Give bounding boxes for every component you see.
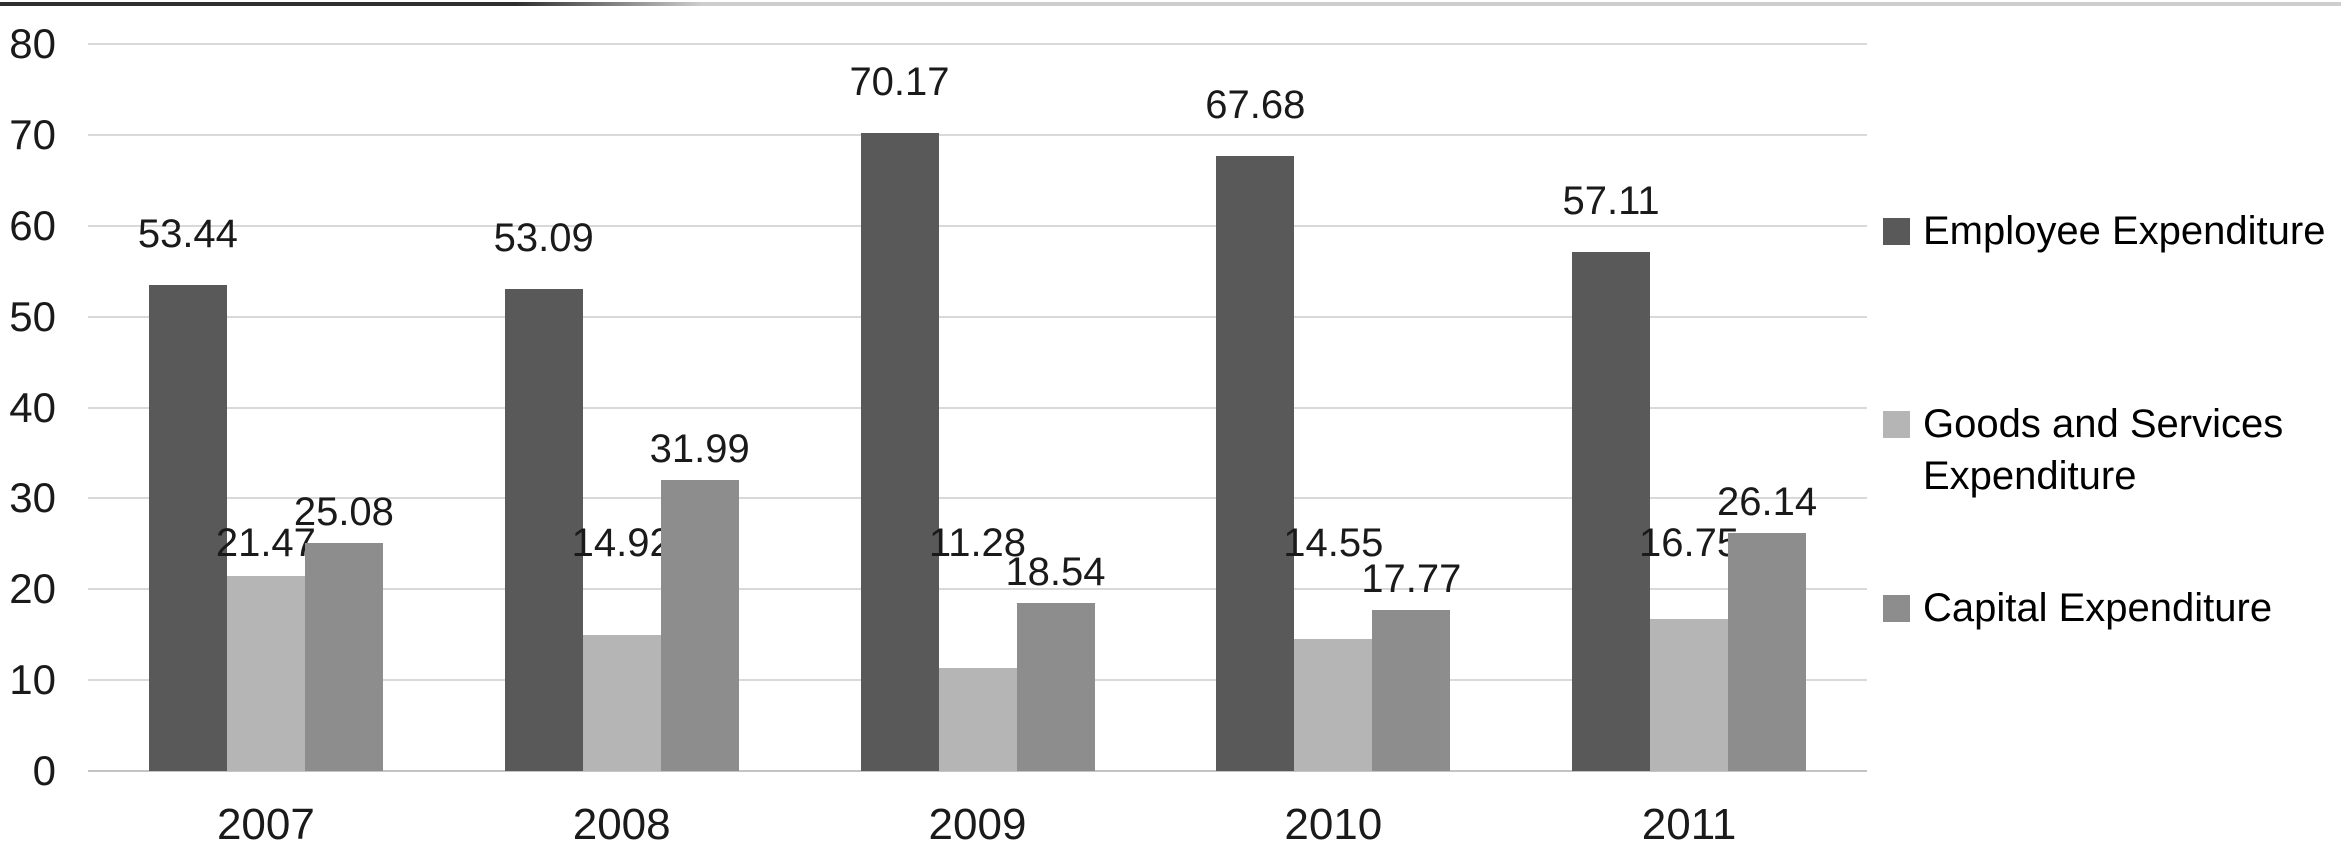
- y-tick-label-0: 0: [32, 747, 56, 794]
- data-label-goods-services-2010: 14.55: [1283, 521, 1384, 565]
- x-axis-line: [88, 770, 1867, 772]
- data-label-employee-2009: 70.17: [849, 60, 950, 105]
- data-label-employee-2010: 67.68: [1205, 82, 1306, 127]
- y-tick-label-60: 60: [9, 201, 56, 249]
- bar-capital-2010: [1372, 609, 1451, 771]
- data-label-employee-2007: 53.44: [137, 212, 238, 257]
- data-label-capital-2008: 31.99: [649, 427, 750, 472]
- data-label-employee-2011: 57.11: [1562, 179, 1660, 223]
- bar-capital-2008: [660, 480, 739, 771]
- legend-label-capital: Capital Expenditure: [1923, 586, 2273, 630]
- bar-employee-2011: [1572, 252, 1651, 771]
- data-label-capital-2011: 26.14: [1717, 480, 1818, 525]
- legend-item-employee: Employee Expenditure: [1883, 205, 2341, 257]
- gridline-30: [88, 497, 1867, 500]
- bar-capital-2009: [1016, 602, 1095, 771]
- bar-goods-services-2009: [938, 668, 1017, 771]
- x-tick-label-2008: 2008: [572, 800, 671, 849]
- x-tick-label-2007: 2007: [216, 800, 315, 849]
- y-tick-label-50: 50: [9, 292, 56, 340]
- y-tick-label-30: 30: [9, 474, 56, 522]
- bar-employee-2008: [504, 288, 583, 771]
- gridline-60: [88, 224, 1867, 227]
- data-label-capital-2009: 18.54: [1005, 549, 1106, 594]
- legend-item-goods-services: Goods and Services Expenditure: [1883, 398, 2341, 502]
- gridline-50: [88, 315, 1867, 318]
- bar-capital-2011: [1728, 533, 1807, 771]
- data-label-goods-services-2008: 14.92: [571, 521, 672, 565]
- bar-employee-2010: [1216, 155, 1295, 771]
- bar-capital-2007: [304, 543, 383, 771]
- y-tick-label-70: 70: [9, 110, 56, 158]
- x-tick-label-2011: 2011: [1641, 800, 1737, 849]
- data-label-goods-services-2009: 11.28: [928, 521, 1027, 565]
- y-tick-label-80: 80: [9, 20, 56, 67]
- legend-label-employee: Employee Expenditure: [1923, 209, 2326, 253]
- legend-label-goods-services: Goods and Services Expenditure: [1923, 402, 2284, 498]
- data-label-goods-services-2011: 16.75: [1639, 521, 1740, 565]
- y-tick-label-40: 40: [9, 383, 56, 431]
- bar-employee-2009: [860, 133, 939, 771]
- bar-goods-services-2010: [1294, 638, 1373, 771]
- chart-legend: Employee Expenditure Goods and Services E…: [1883, 0, 2341, 860]
- gridline-40: [88, 406, 1867, 409]
- y-tick-label-10: 10: [9, 656, 56, 704]
- legend-swatch-employee: [1883, 218, 1910, 245]
- data-label-employee-2008: 53.09: [493, 215, 594, 260]
- bar-employee-2007: [148, 285, 227, 771]
- bar-goods-services-2008: [582, 635, 661, 771]
- gridline-20: [88, 588, 1867, 591]
- gridline-70: [88, 133, 1867, 136]
- legend-swatch-goods-services: [1883, 411, 1910, 438]
- x-tick-label-2010: 2010: [1284, 800, 1383, 849]
- legend-item-capital: Capital Expenditure: [1883, 582, 2341, 634]
- y-tick-label-20: 20: [9, 565, 56, 613]
- legend-swatch-capital: [1883, 595, 1910, 622]
- data-label-goods-services-2007: 21.47: [215, 521, 316, 565]
- data-label-capital-2007: 25.08: [293, 490, 394, 535]
- x-tick-label-2009: 2009: [928, 800, 1027, 849]
- bar-goods-services-2007: [226, 575, 305, 771]
- top-border-line: [0, 2, 2341, 6]
- gridline-80: [88, 43, 1867, 45]
- data-label-capital-2010: 17.77: [1361, 556, 1462, 601]
- bar-goods-services-2011: [1650, 618, 1729, 771]
